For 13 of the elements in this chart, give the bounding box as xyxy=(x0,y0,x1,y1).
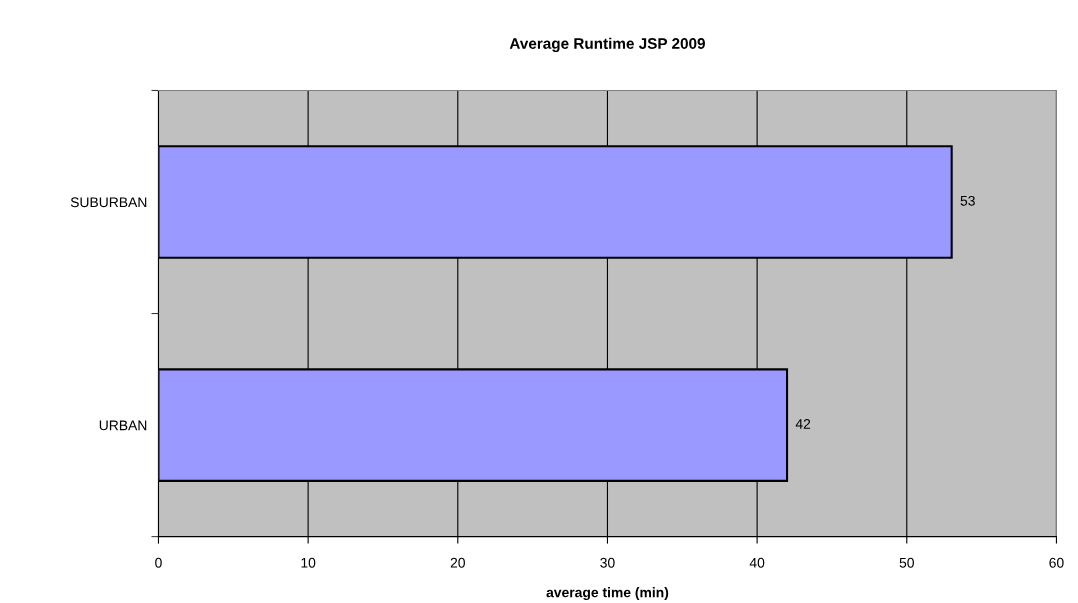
x-tick-label: 40 xyxy=(749,557,765,568)
data-label: 53 xyxy=(960,195,975,206)
chart-title: Average Runtime JSP 2009 xyxy=(509,37,705,53)
y-tick-label: URBAN xyxy=(99,420,147,431)
x-axis-title: average time (min) xyxy=(546,587,669,601)
x-tick-label: 50 xyxy=(899,557,914,568)
x-tick-label: 0 xyxy=(155,557,162,568)
data-label: 42 xyxy=(795,419,811,429)
y-tick-label: SUBURBAN xyxy=(70,197,147,208)
x-tick-label: 10 xyxy=(301,557,316,568)
x-tick-label: 30 xyxy=(600,557,615,568)
x-tick-label: 20 xyxy=(450,557,465,568)
x-tick-label: 60 xyxy=(1049,557,1064,568)
